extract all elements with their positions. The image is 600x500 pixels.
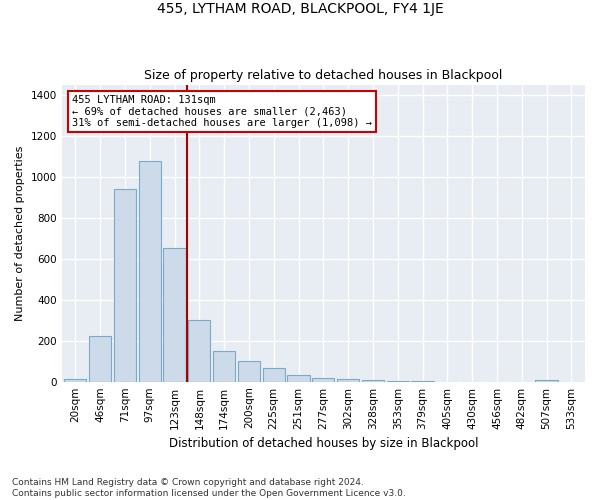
Bar: [337, 378, 359, 382]
Bar: [312, 378, 334, 382]
Bar: [535, 380, 558, 382]
Bar: [89, 336, 111, 382]
Bar: [188, 320, 211, 382]
Bar: [386, 380, 409, 382]
Y-axis label: Number of detached properties: Number of detached properties: [15, 146, 25, 321]
Text: 455 LYTHAM ROAD: 131sqm
← 69% of detached houses are smaller (2,463)
31% of semi: 455 LYTHAM ROAD: 131sqm ← 69% of detache…: [72, 95, 372, 128]
Bar: [114, 189, 136, 382]
Bar: [412, 380, 434, 382]
Bar: [64, 378, 86, 382]
Bar: [263, 368, 285, 382]
Bar: [139, 162, 161, 382]
Title: Size of property relative to detached houses in Blackpool: Size of property relative to detached ho…: [144, 69, 503, 82]
Bar: [362, 380, 384, 382]
Bar: [238, 361, 260, 382]
Bar: [163, 248, 185, 382]
Bar: [287, 374, 310, 382]
X-axis label: Distribution of detached houses by size in Blackpool: Distribution of detached houses by size …: [169, 437, 478, 450]
Bar: [213, 351, 235, 382]
Text: 455, LYTHAM ROAD, BLACKPOOL, FY4 1JE: 455, LYTHAM ROAD, BLACKPOOL, FY4 1JE: [157, 2, 443, 16]
Text: Contains HM Land Registry data © Crown copyright and database right 2024.
Contai: Contains HM Land Registry data © Crown c…: [12, 478, 406, 498]
